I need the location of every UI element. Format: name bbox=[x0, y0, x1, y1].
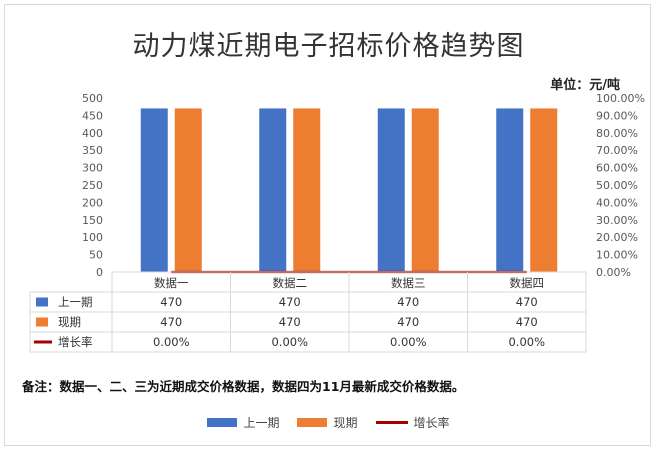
chart-note: 备注：数据一、二、三为近期成交价格数据，数据四为11月最新成交价格数据。 bbox=[22, 379, 465, 394]
y2-tick-label: 20.00% bbox=[596, 231, 638, 244]
y-tick-label: 0 bbox=[96, 266, 103, 279]
bar-current bbox=[530, 108, 558, 272]
category-label: 数据一 bbox=[154, 276, 189, 290]
y2-tick-label: 0.00% bbox=[596, 266, 631, 279]
table-cell-value: 470 bbox=[397, 295, 419, 309]
category-label: 数据四 bbox=[510, 276, 545, 290]
bar-current bbox=[174, 108, 202, 272]
y-tick-label: 150 bbox=[82, 214, 103, 227]
y2-tick-label: 30.00% bbox=[596, 214, 638, 227]
table-cell-value: 470 bbox=[160, 295, 182, 309]
y-tick-label: 200 bbox=[82, 196, 103, 209]
legend-swatch-series2 bbox=[297, 418, 328, 427]
y2-tick-label: 10.00% bbox=[596, 249, 638, 262]
chart-legend: 上一期 现期 增长率 bbox=[0, 414, 657, 431]
y-tick-label: 250 bbox=[82, 179, 103, 192]
table-cell-value: 0.00% bbox=[153, 335, 190, 349]
table-cell-value: 470 bbox=[279, 315, 301, 329]
y-tick-label: 50 bbox=[89, 249, 103, 262]
legend-swatch-series1 bbox=[207, 418, 238, 427]
table-cell-value: 470 bbox=[160, 315, 182, 329]
table-legend-key bbox=[36, 317, 48, 327]
table-cell-value: 470 bbox=[397, 315, 419, 329]
bar-previous bbox=[496, 108, 524, 272]
y2-tick-label: 40.00% bbox=[596, 196, 638, 209]
legend-label-series2: 现期 bbox=[333, 416, 358, 430]
y2-tick-label: 60.00% bbox=[596, 162, 638, 175]
table-series-name: 现期 bbox=[58, 315, 81, 329]
table-cell-value: 0.00% bbox=[508, 335, 545, 349]
y-tick-label: 350 bbox=[82, 144, 103, 157]
legend-label-series3: 增长率 bbox=[413, 416, 450, 430]
y2-tick-label: 80.00% bbox=[596, 127, 638, 140]
legend-item-series2: 现期 bbox=[297, 414, 358, 431]
chart-title: 动力煤近期电子招标价格趋势图 bbox=[132, 31, 525, 62]
y-tick-label: 100 bbox=[82, 231, 103, 244]
table-legend-key bbox=[36, 297, 48, 307]
bar-current bbox=[293, 108, 321, 272]
bar-previous bbox=[377, 108, 405, 272]
bar-current bbox=[411, 108, 439, 272]
table-cell-value: 470 bbox=[516, 295, 538, 309]
table-cell-value: 0.00% bbox=[390, 335, 427, 349]
legend-swatch-series3 bbox=[375, 421, 408, 424]
table-series-name: 上一期 bbox=[58, 295, 93, 309]
table-cell-value: 470 bbox=[516, 315, 538, 329]
category-label: 数据二 bbox=[273, 276, 308, 290]
bar-previous bbox=[259, 108, 287, 272]
y-tick-label: 400 bbox=[82, 127, 103, 140]
table-series-name: 增长率 bbox=[58, 335, 93, 349]
y2-tick-label: 100.00% bbox=[596, 92, 645, 105]
y-tick-label: 500 bbox=[82, 92, 103, 105]
y2-tick-label: 70.00% bbox=[596, 144, 638, 157]
y2-tick-label: 90.00% bbox=[596, 109, 638, 122]
table-cell-value: 470 bbox=[279, 295, 301, 309]
bar-previous bbox=[140, 108, 168, 272]
legend-item-series1: 上一期 bbox=[207, 414, 279, 431]
y-tick-label: 450 bbox=[82, 109, 103, 122]
y-tick-label: 300 bbox=[82, 162, 103, 175]
table-cell-value: 0.00% bbox=[271, 335, 308, 349]
legend-label-series1: 上一期 bbox=[243, 416, 280, 430]
category-label: 数据三 bbox=[391, 276, 426, 290]
unit-label: 单位：元/吨 bbox=[550, 78, 620, 93]
legend-item-series3: 增长率 bbox=[375, 414, 450, 431]
y2-tick-label: 50.00% bbox=[596, 179, 638, 192]
